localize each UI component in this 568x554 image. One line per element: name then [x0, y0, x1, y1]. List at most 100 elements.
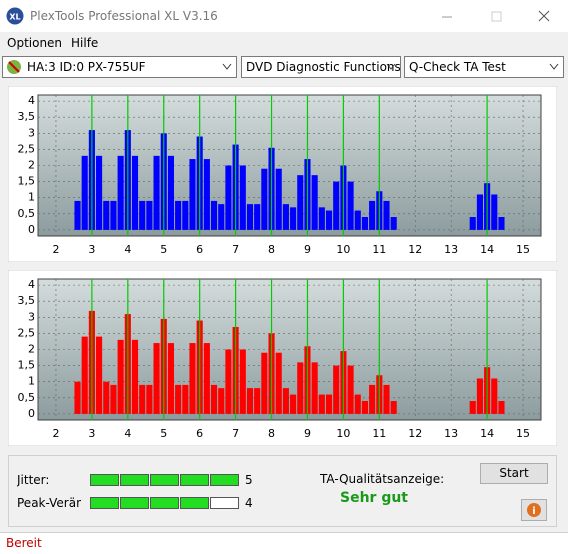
- quality-value: Sehr gut: [340, 490, 409, 506]
- x-tick-label: 4: [124, 243, 131, 256]
- bar: [218, 204, 225, 230]
- bar: [81, 336, 88, 414]
- menu-item[interactable]: Hilfe: [71, 36, 99, 50]
- bar: [203, 343, 210, 414]
- function-text: DVD Diagnostic Functions: [246, 60, 401, 74]
- y-tick-label: 0: [28, 407, 35, 420]
- svg-text:XL: XL: [9, 13, 20, 22]
- x-tick-label: 8: [268, 427, 275, 440]
- bar: [189, 343, 196, 414]
- bar: [275, 168, 282, 230]
- bar: [390, 217, 397, 230]
- quality-label: TA-Qualitätsanzeige:: [320, 472, 445, 486]
- bar: [218, 388, 225, 414]
- chart-panel: 0 0,5 1 1,5 2 2,5 3 3,5 4 2 3 4 5 6 7 8 9 10 11 12 13 14 15: [8, 86, 557, 262]
- bar: [167, 155, 174, 230]
- x-tick-label: 15: [516, 243, 530, 256]
- meter-value: 4: [245, 496, 253, 510]
- y-tick-label: 0,5: [18, 391, 36, 404]
- info-button[interactable]: i: [521, 499, 547, 521]
- bar: [96, 336, 103, 414]
- bar: [139, 384, 146, 414]
- x-tick-label: 10: [336, 427, 350, 440]
- bar: [290, 207, 297, 230]
- bar: [167, 343, 174, 414]
- bar: [297, 362, 304, 414]
- bar: [275, 352, 282, 414]
- bar: [311, 175, 318, 230]
- meter-segment: [210, 497, 239, 509]
- meter-label: Peak-Veränd: [17, 496, 81, 510]
- meter-segment: [180, 474, 209, 486]
- x-tick-label: 4: [124, 427, 131, 440]
- x-tick-label: 3: [88, 427, 95, 440]
- bar: [103, 200, 110, 230]
- x-tick-label: 11: [372, 427, 386, 440]
- x-tick-label: 9: [304, 243, 311, 256]
- y-tick-label: 0: [28, 223, 35, 236]
- y-tick-label: 2: [28, 343, 35, 356]
- meter-segment: [150, 497, 179, 509]
- x-tick-label: 12: [408, 243, 422, 256]
- svg-text:i: i: [532, 506, 535, 517]
- x-tick-label: 8: [268, 243, 275, 256]
- y-tick-label: 3,5: [18, 294, 36, 307]
- y-tick-label: 2,5: [18, 142, 36, 155]
- drive-text: HA:3 ID:0 PX-755UF: [27, 60, 146, 74]
- bar: [246, 388, 254, 414]
- test-select[interactable]: Q-Check TA Test: [404, 56, 564, 78]
- menu-item[interactable]: Optionen: [7, 36, 63, 50]
- chart-panel: 0 0,5 1 1,5 2 2,5 3 3,5 4 2 3 4 5 6 7 8 9 10 11 12 13 14 15: [8, 270, 557, 446]
- x-tick-label: 7: [232, 427, 239, 440]
- bar: [383, 200, 390, 230]
- bar: [491, 378, 498, 414]
- bar: [182, 200, 189, 230]
- bar: [354, 394, 361, 414]
- bar: [476, 194, 483, 230]
- bar: [96, 155, 103, 230]
- y-tick-label: 0,5: [18, 207, 36, 220]
- x-tick-label: 12: [408, 427, 422, 440]
- bar: [175, 384, 182, 414]
- window-controls[interactable]: [440, 8, 560, 24]
- bar: [254, 204, 261, 230]
- bar: [290, 394, 297, 414]
- bar: [74, 381, 81, 414]
- bar: [210, 200, 218, 230]
- bar: [476, 378, 483, 414]
- x-tick-label: 2: [52, 427, 59, 440]
- bar: [103, 381, 110, 414]
- bar: [203, 159, 210, 230]
- meter-label: Jitter:: [17, 473, 50, 487]
- bar: [361, 401, 369, 414]
- y-tick-label: 3: [28, 126, 35, 139]
- y-tick-label: 3,5: [18, 110, 36, 123]
- y-tick-label: 1,5: [18, 359, 36, 372]
- function-select[interactable]: DVD Diagnostic Functions: [241, 56, 401, 78]
- bar: [325, 210, 333, 230]
- x-tick-label: 5: [160, 243, 167, 256]
- meter-segment: [180, 497, 209, 509]
- bar: [297, 175, 304, 230]
- window-title: PlexTools Professional XL V3.16: [30, 9, 218, 23]
- meter-segment: [90, 497, 119, 509]
- bar: [347, 181, 354, 230]
- x-tick-label: 6: [196, 427, 203, 440]
- drive-select[interactable]: HA:3 ID:0 PX-755UF: [2, 56, 237, 78]
- x-tick-label: 10: [336, 243, 350, 256]
- bar: [225, 165, 232, 230]
- x-tick-label: 14: [480, 427, 494, 440]
- bar: [261, 168, 268, 230]
- bar: [325, 394, 333, 414]
- y-tick-label: 1: [28, 375, 35, 388]
- meter-segment: [120, 497, 149, 509]
- y-tick-label: 3: [28, 310, 35, 323]
- x-tick-label: 5: [160, 427, 167, 440]
- bar: [369, 200, 376, 230]
- title-bar: XL PlexTools Professional XL V3.16: [0, 0, 568, 32]
- bar: [282, 388, 289, 414]
- bar: [491, 194, 498, 230]
- meter-segment: [120, 474, 149, 486]
- start-button[interactable]: Start: [480, 463, 548, 484]
